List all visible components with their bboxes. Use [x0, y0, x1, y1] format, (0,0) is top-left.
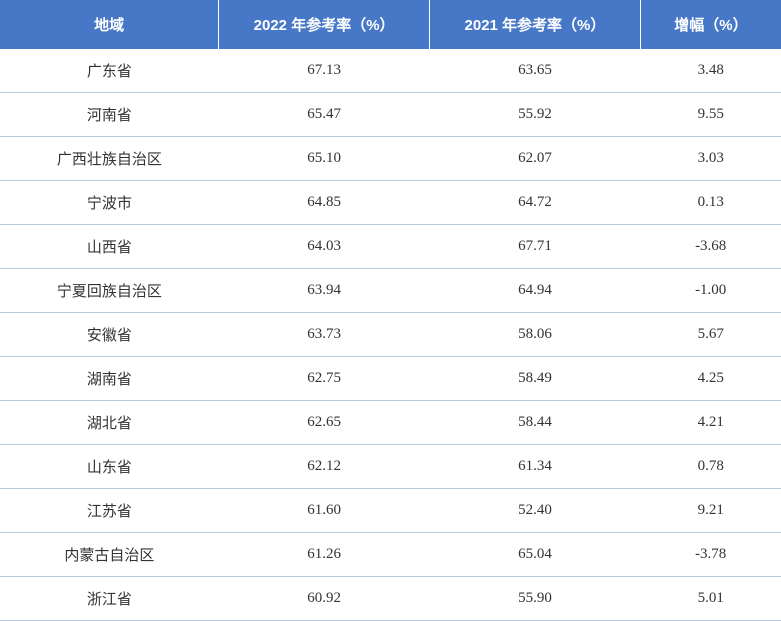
- table-row: 安徽省 63.73 58.06 5.67: [0, 313, 781, 357]
- table-row: 山西省 64.03 67.71 -3.68: [0, 225, 781, 269]
- cell-2021-rate: 52.40: [430, 489, 641, 533]
- cell-2021-rate: 58.49: [430, 357, 641, 401]
- table-row: 广西壮族自治区 65.10 62.07 3.03: [0, 137, 781, 181]
- table-row: 江苏省 61.60 52.40 9.21: [0, 489, 781, 533]
- cell-region: 广西壮族自治区: [0, 137, 219, 181]
- cell-region: 江苏省: [0, 489, 219, 533]
- cell-2021-rate: 64.94: [430, 269, 641, 313]
- cell-2022-rate: 64.03: [219, 225, 430, 269]
- cell-2022-rate: 62.75: [219, 357, 430, 401]
- table-row: 河南省 65.47 55.92 9.55: [0, 93, 781, 137]
- table-row: 宁波市 64.85 64.72 0.13: [0, 181, 781, 225]
- cell-region: 宁夏回族自治区: [0, 269, 219, 313]
- cell-2022-rate: 60.92: [219, 577, 430, 621]
- table-row: 广东省 67.13 63.65 3.48: [0, 49, 781, 93]
- table-row: 湖南省 62.75 58.49 4.25: [0, 357, 781, 401]
- cell-increase: -3.68: [640, 225, 781, 269]
- cell-2021-rate: 62.07: [430, 137, 641, 181]
- table-row: 山东省 62.12 61.34 0.78: [0, 445, 781, 489]
- cell-2021-rate: 65.04: [430, 533, 641, 577]
- table-row: 内蒙古自治区 61.26 65.04 -3.78: [0, 533, 781, 577]
- cell-increase: 0.13: [640, 181, 781, 225]
- table-row: 湖北省 62.65 58.44 4.21: [0, 401, 781, 445]
- cell-2022-rate: 67.13: [219, 49, 430, 93]
- cell-2021-rate: 64.72: [430, 181, 641, 225]
- cell-increase: 9.55: [640, 93, 781, 137]
- cell-2021-rate: 67.71: [430, 225, 641, 269]
- cell-increase: 3.48: [640, 49, 781, 93]
- cell-2022-rate: 63.73: [219, 313, 430, 357]
- column-header-2022-rate: 2022 年参考率（%）: [219, 0, 430, 49]
- cell-region: 内蒙古自治区: [0, 533, 219, 577]
- cell-2021-rate: 55.90: [430, 577, 641, 621]
- cell-region: 浙江省: [0, 577, 219, 621]
- cell-increase: 9.21: [640, 489, 781, 533]
- column-header-2021-rate: 2021 年参考率（%）: [430, 0, 641, 49]
- cell-region: 湖北省: [0, 401, 219, 445]
- cell-region: 宁波市: [0, 181, 219, 225]
- cell-2021-rate: 58.44: [430, 401, 641, 445]
- cell-increase: -3.78: [640, 533, 781, 577]
- cell-region: 安徽省: [0, 313, 219, 357]
- cell-2022-rate: 63.94: [219, 269, 430, 313]
- cell-2021-rate: 58.06: [430, 313, 641, 357]
- cell-2021-rate: 55.92: [430, 93, 641, 137]
- table-body: 广东省 67.13 63.65 3.48 河南省 65.47 55.92 9.5…: [0, 49, 781, 621]
- table-header: 地域 2022 年参考率（%） 2021 年参考率（%） 增幅（%）: [0, 0, 781, 49]
- participation-rate-table: 地域 2022 年参考率（%） 2021 年参考率（%） 增幅（%） 广东省 6…: [0, 0, 781, 621]
- cell-2021-rate: 63.65: [430, 49, 641, 93]
- column-header-increase: 增幅（%）: [640, 0, 781, 49]
- table-row: 宁夏回族自治区 63.94 64.94 -1.00: [0, 269, 781, 313]
- cell-2022-rate: 65.10: [219, 137, 430, 181]
- header-row: 地域 2022 年参考率（%） 2021 年参考率（%） 增幅（%）: [0, 0, 781, 49]
- cell-region: 山东省: [0, 445, 219, 489]
- cell-region: 河南省: [0, 93, 219, 137]
- cell-2022-rate: 61.60: [219, 489, 430, 533]
- data-table-container: 地域 2022 年参考率（%） 2021 年参考率（%） 增幅（%） 广东省 6…: [0, 0, 781, 621]
- column-header-region: 地域: [0, 0, 219, 49]
- cell-increase: 5.67: [640, 313, 781, 357]
- cell-2022-rate: 61.26: [219, 533, 430, 577]
- cell-increase: 4.21: [640, 401, 781, 445]
- cell-increase: 0.78: [640, 445, 781, 489]
- cell-increase: 3.03: [640, 137, 781, 181]
- cell-2022-rate: 62.12: [219, 445, 430, 489]
- cell-increase: 4.25: [640, 357, 781, 401]
- cell-2022-rate: 62.65: [219, 401, 430, 445]
- cell-2022-rate: 64.85: [219, 181, 430, 225]
- cell-region: 山西省: [0, 225, 219, 269]
- cell-increase: -1.00: [640, 269, 781, 313]
- cell-region: 湖南省: [0, 357, 219, 401]
- cell-2022-rate: 65.47: [219, 93, 430, 137]
- table-row: 浙江省 60.92 55.90 5.01: [0, 577, 781, 621]
- cell-increase: 5.01: [640, 577, 781, 621]
- cell-2021-rate: 61.34: [430, 445, 641, 489]
- cell-region: 广东省: [0, 49, 219, 93]
